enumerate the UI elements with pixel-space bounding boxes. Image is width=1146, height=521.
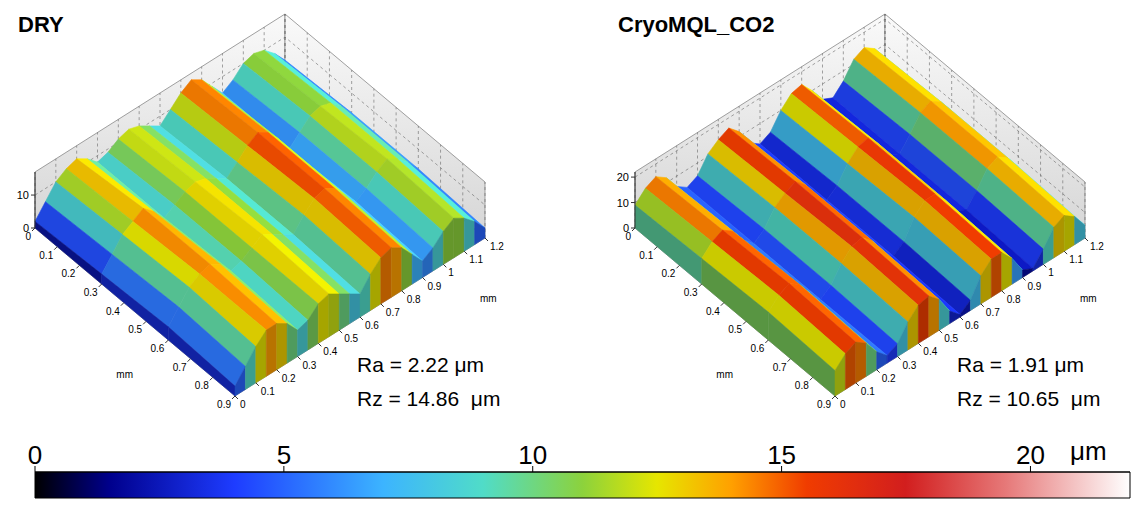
svg-text:mm: mm <box>716 369 733 380</box>
svg-text:0.1: 0.1 <box>39 250 53 261</box>
svg-text:0: 0 <box>25 231 31 242</box>
svg-text:0.1: 0.1 <box>861 386 875 397</box>
svg-text:1.2: 1.2 <box>490 241 504 252</box>
svg-text:20: 20 <box>1016 440 1045 470</box>
svg-text:0.7: 0.7 <box>986 307 1000 318</box>
svg-text:0.9: 0.9 <box>1028 281 1042 292</box>
svg-text:0.2: 0.2 <box>282 373 296 384</box>
svg-text:0.4: 0.4 <box>923 346 937 357</box>
svg-text:0.3: 0.3 <box>84 287 98 298</box>
svg-text:CryoMQL_CO2: CryoMQL_CO2 <box>618 12 774 37</box>
svg-text:mm: mm <box>1080 293 1097 304</box>
svg-text:0: 0 <box>625 231 631 242</box>
svg-text:1: 1 <box>1048 267 1054 278</box>
svg-text:0.4: 0.4 <box>323 346 337 357</box>
svg-text:0: 0 <box>840 399 846 410</box>
svg-text:0.3: 0.3 <box>303 360 317 371</box>
svg-text:5: 5 <box>277 440 291 470</box>
svg-text:0.8: 0.8 <box>1007 294 1021 305</box>
svg-text:0.8: 0.8 <box>407 294 421 305</box>
svg-text:mm: mm <box>116 369 133 380</box>
svg-text:0.4: 0.4 <box>106 306 120 317</box>
svg-text:0.5: 0.5 <box>344 333 358 344</box>
svg-text:0: 0 <box>28 440 42 470</box>
svg-text:0.3: 0.3 <box>903 360 917 371</box>
svg-text:0.6: 0.6 <box>150 343 164 354</box>
svg-text:0: 0 <box>622 222 629 234</box>
svg-text:mm: mm <box>480 293 497 304</box>
svg-text:1.2: 1.2 <box>1090 241 1104 252</box>
svg-text:10: 10 <box>518 440 547 470</box>
svg-text:0.9: 0.9 <box>817 399 831 410</box>
svg-text:0: 0 <box>240 399 246 410</box>
svg-text:0.6: 0.6 <box>365 320 379 331</box>
svg-text:0.2: 0.2 <box>882 373 896 384</box>
svg-text:Ra = 1.91 μm: Ra = 1.91 μm <box>957 353 1084 376</box>
svg-text:0: 0 <box>22 222 29 234</box>
svg-text:0.7: 0.7 <box>773 362 787 373</box>
svg-text:0.6: 0.6 <box>965 320 979 331</box>
svg-text:0.2: 0.2 <box>62 268 76 279</box>
svg-text:20: 20 <box>617 171 629 183</box>
svg-text:0.1: 0.1 <box>639 250 653 261</box>
svg-text:0.9: 0.9 <box>217 399 231 410</box>
svg-text:1.1: 1.1 <box>1069 254 1083 265</box>
svg-text:0.7: 0.7 <box>386 307 400 318</box>
svg-text:0.8: 0.8 <box>195 380 209 391</box>
svg-text:0.5: 0.5 <box>128 324 142 335</box>
svg-text:0.5: 0.5 <box>728 324 742 335</box>
svg-text:0.8: 0.8 <box>795 380 809 391</box>
svg-text:0.3: 0.3 <box>684 287 698 298</box>
svg-text:Rz = 10.65 μm: Rz = 10.65 μm <box>957 387 1100 410</box>
svg-text:0.1: 0.1 <box>261 386 275 397</box>
svg-text:0.2: 0.2 <box>662 268 676 279</box>
html-text:μm: μm <box>1070 436 1107 466</box>
svg-text:0.9: 0.9 <box>428 281 442 292</box>
svg-text:1.1: 1.1 <box>469 254 483 265</box>
svg-text:10: 10 <box>617 197 629 209</box>
svg-text:0.5: 0.5 <box>944 333 958 344</box>
svg-text:0.6: 0.6 <box>750 343 764 354</box>
svg-text:1: 1 <box>448 267 454 278</box>
svg-text:0.4: 0.4 <box>706 306 720 317</box>
svg-text:DRY: DRY <box>18 12 64 37</box>
svg-text:Ra = 2.22 μm: Ra = 2.22 μm <box>357 353 484 376</box>
svg-text:10: 10 <box>17 189 29 201</box>
svg-text:15: 15 <box>767 440 796 470</box>
svg-text:0.7: 0.7 <box>173 362 187 373</box>
svg-text:Rz = 14.86 μm: Rz = 14.86 μm <box>357 387 500 410</box>
